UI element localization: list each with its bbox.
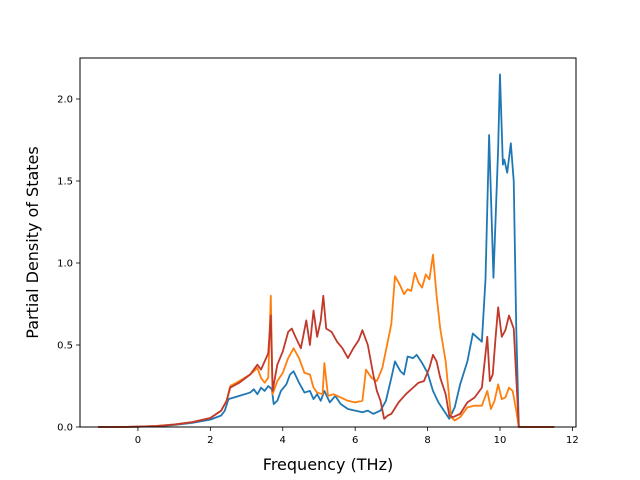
series-layer — [98, 73, 555, 428]
x-tick-label: 0 — [135, 435, 141, 446]
x-tick-label: 10 — [494, 435, 507, 446]
x-tick-label: 2 — [207, 435, 213, 446]
y-tick-label: 0.0 — [57, 423, 73, 434]
y-tick-label: 2.0 — [57, 95, 73, 106]
axes-frame — [79, 57, 577, 428]
x-tick-label: 6 — [352, 435, 358, 446]
series-line-1 — [98, 73, 555, 428]
series-line-2 — [98, 253, 555, 428]
y-axis-label: Partial Density of States — [23, 146, 42, 338]
y-tick-label: 1.0 — [57, 259, 73, 270]
series-line-3 — [98, 294, 555, 428]
x-tick-label: 4 — [280, 435, 286, 446]
y-tick-label: 0.5 — [57, 341, 73, 352]
x-axis-label: Frequency (THz) — [263, 455, 393, 474]
y-tick-label: 1.5 — [57, 177, 73, 188]
tick-layer: 0 2 4 6 8 10 12 0.0 0.5 1.0 1.5 2.0 — [57, 95, 579, 447]
x-tick-label: 8 — [424, 435, 430, 446]
x-tick-label: 12 — [566, 435, 579, 446]
